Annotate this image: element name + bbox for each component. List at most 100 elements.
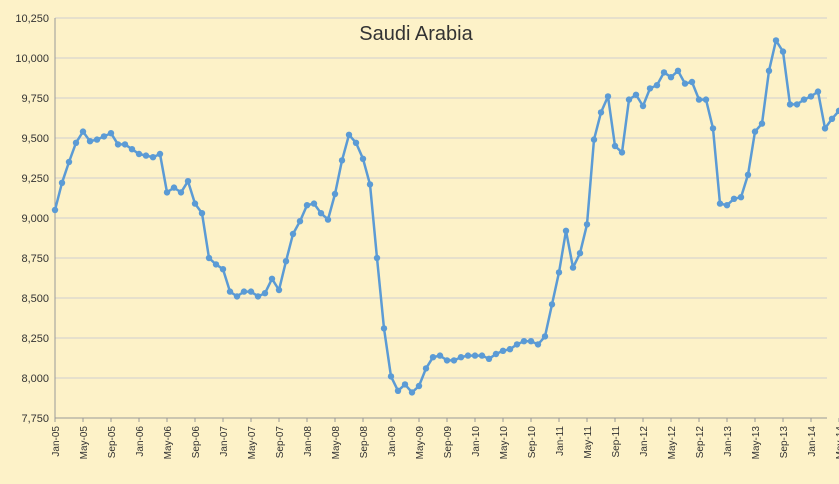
data-point xyxy=(702,96,710,103)
data-point xyxy=(233,293,241,300)
data-point xyxy=(408,389,416,396)
x-tick-label: Sep-05 xyxy=(107,426,118,459)
data-point xyxy=(765,67,773,75)
data-point xyxy=(100,133,108,140)
data-point xyxy=(149,154,157,161)
x-tick-label: Sep-07 xyxy=(275,426,286,459)
data-point xyxy=(51,206,59,214)
data-point xyxy=(121,141,129,148)
data-point xyxy=(415,382,423,390)
data-point xyxy=(72,139,80,146)
data-point xyxy=(191,200,199,207)
x-tick-label: Sep-08 xyxy=(359,426,370,459)
data-point xyxy=(744,171,752,178)
y-tick-label: 9,000 xyxy=(21,213,49,225)
data-point xyxy=(548,301,556,308)
data-point xyxy=(226,288,234,295)
data-point xyxy=(387,373,395,380)
y-tick-label: 9,500 xyxy=(21,133,49,145)
data-point xyxy=(716,200,724,207)
data-point xyxy=(821,125,829,132)
data-point xyxy=(114,141,122,148)
data-point xyxy=(310,200,318,207)
data-point xyxy=(555,269,563,276)
axes xyxy=(54,18,827,419)
y-tick-label: 10,250 xyxy=(15,13,49,25)
data-point xyxy=(373,254,381,262)
data-point xyxy=(800,96,808,103)
data-point xyxy=(632,91,640,99)
data-point xyxy=(828,115,836,123)
data-point xyxy=(198,210,206,217)
data-point xyxy=(324,216,332,223)
data-point xyxy=(667,74,675,81)
data-point xyxy=(156,150,164,158)
x-tick-label: Jan-13 xyxy=(723,426,734,457)
x-tick-label: May-07 xyxy=(247,426,258,460)
data-point xyxy=(604,93,612,100)
data-point xyxy=(653,82,661,89)
x-tick-label: May-06 xyxy=(163,426,174,460)
data-point xyxy=(492,350,500,358)
data-point xyxy=(723,202,731,209)
data-point xyxy=(758,120,766,127)
data-point xyxy=(338,157,346,164)
x-tick-label: May-13 xyxy=(751,426,762,460)
data-point xyxy=(793,101,801,108)
x-tick-label: Jan-10 xyxy=(471,426,482,457)
data-point xyxy=(751,128,759,135)
data-point xyxy=(590,136,598,143)
data-point xyxy=(212,261,220,268)
y-tick-label: 8,000 xyxy=(21,373,49,385)
data-point xyxy=(485,355,493,362)
x-tick-label: Jan-14 xyxy=(807,426,818,457)
chart-title: Saudi Arabia xyxy=(359,23,473,45)
data-point xyxy=(184,178,192,185)
data-point xyxy=(303,202,311,209)
data-point xyxy=(345,131,353,138)
data-point xyxy=(317,210,325,217)
data-point xyxy=(247,288,255,295)
data-point xyxy=(639,102,647,110)
data-point xyxy=(695,96,703,103)
data-point xyxy=(422,365,430,372)
data-point xyxy=(674,67,682,75)
data-point xyxy=(520,338,528,345)
data-point xyxy=(478,352,486,359)
x-tick-label: Sep-09 xyxy=(443,426,454,459)
data-point xyxy=(261,290,269,297)
x-tick-label: Sep-10 xyxy=(527,426,538,459)
data-point xyxy=(163,189,171,196)
data-point xyxy=(618,149,626,156)
data-point xyxy=(513,341,521,348)
data-point xyxy=(835,107,839,114)
data-point xyxy=(471,352,479,359)
data-point xyxy=(65,158,73,166)
data-point xyxy=(58,179,66,186)
data-point xyxy=(597,109,605,116)
data-point xyxy=(457,354,465,361)
data-point xyxy=(443,357,451,364)
data-point xyxy=(219,266,227,273)
x-tick-label: May-05 xyxy=(79,426,90,460)
data-point xyxy=(380,325,388,332)
data-point xyxy=(79,128,87,135)
x-axis-ticks: Jan-05 May-05 Sep-05 Jan-06 May-06 Sep-06 Jan-… xyxy=(51,418,839,459)
data-point xyxy=(569,264,577,271)
y-tick-label: 7,750 xyxy=(21,413,49,425)
data-point xyxy=(534,341,542,348)
data-point xyxy=(499,347,507,354)
x-tick-label: Jan-11 xyxy=(555,426,566,456)
data-point xyxy=(93,136,101,143)
data-point xyxy=(681,80,689,87)
data-point xyxy=(779,48,787,55)
data-point xyxy=(527,338,535,345)
y-tick-label: 10,000 xyxy=(15,53,49,65)
data-point xyxy=(814,88,822,95)
x-tick-label: May-10 xyxy=(499,426,510,460)
data-point xyxy=(730,195,738,202)
data-point xyxy=(562,227,570,234)
data-point xyxy=(86,138,94,145)
x-tick-label: Sep-13 xyxy=(779,426,790,459)
